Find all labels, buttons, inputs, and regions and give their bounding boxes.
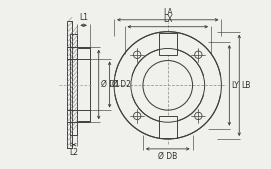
Text: Ø D1: Ø D1 [101,80,120,89]
Bar [159,33,177,55]
Text: LY: LY [231,81,239,90]
Text: LX: LX [163,15,173,24]
Text: L2: L2 [69,148,78,157]
Bar [159,116,177,138]
Text: Ø D2: Ø D2 [112,80,131,89]
Text: LA: LA [163,8,173,17]
Text: LB: LB [241,81,251,90]
Text: Ø DB: Ø DB [158,152,178,161]
Text: L1: L1 [79,13,88,22]
